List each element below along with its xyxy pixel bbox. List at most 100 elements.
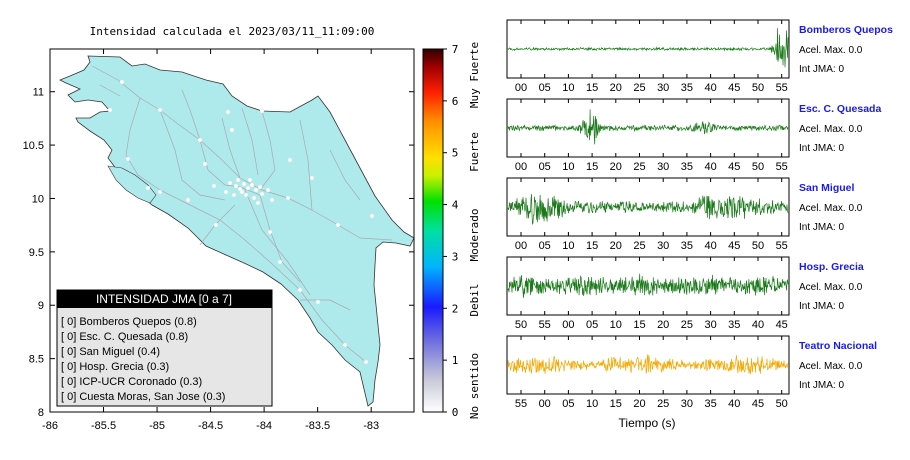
time-tick-label: 05 — [586, 319, 598, 331]
time-tick-label: 15 — [586, 161, 598, 173]
colorbar-axis: 0 1 2 3 4 5 6 7 — [443, 43, 459, 419]
time-tick-label: 50 — [515, 319, 527, 331]
time-tick-label: 20 — [610, 82, 622, 94]
station-name: San Miguel — [799, 182, 855, 194]
time-tick-label: 30 — [657, 161, 669, 173]
time-tick-label: 25 — [681, 319, 693, 331]
map-title: Intensidad calculada el 2023/03/11_11:09… — [90, 25, 375, 38]
legend-title: INTENSIDAD JMA [0 a 7] — [96, 292, 232, 306]
station-acceleration: Acel. Max. 0.0 — [799, 361, 863, 372]
time-tick-label: 45 — [776, 319, 788, 331]
legend-item: [ 0] Bomberos Quepos (0.8) — [61, 316, 197, 328]
time-tick-label: 50 — [752, 161, 764, 173]
time-tick-label: 20 — [657, 319, 669, 331]
waveform-panel: 50 55 00 05 10 15 20 25 30 35 40 45 Hosp. Grecia Acel… — [506, 256, 864, 331]
waveform-panels: 00 05 10 15 20 25 30 35 40 45 50 55 Bomberos Quepos A… — [506, 19, 893, 410]
time-tick-label: 40 — [752, 319, 764, 331]
time-tick-label: 30 — [657, 82, 669, 94]
time-tick-label: 15 — [610, 398, 622, 410]
y-tick-label: 9.5 — [29, 247, 44, 259]
time-tick-label: 40 — [704, 240, 716, 252]
x-tick-label: -83 — [363, 420, 379, 432]
time-tick-label: 45 — [728, 161, 740, 173]
waveform-trace — [507, 193, 789, 225]
station-jma: Int JMA: 0 — [799, 380, 844, 391]
intensity-legend: INTENSIDAD JMA [0 a 7] [ 0] Bomberos Que… — [56, 289, 273, 407]
time-tick-label: 05 — [539, 161, 551, 173]
station-name: Hosp. Grecia — [799, 261, 864, 273]
legend-item: [ 0] ICP-UCR Coronado (0.3) — [61, 376, 202, 388]
time-tick-label: 55 — [776, 82, 788, 94]
time-tick-label: 15 — [586, 82, 598, 94]
legend-item: [ 0] San Miguel (0.4) — [61, 346, 160, 358]
time-tick-label: 05 — [539, 240, 551, 252]
time-tick-label: 10 — [610, 319, 622, 331]
colorbar-tick-label: 0 — [452, 406, 459, 419]
x-tick-label: -84 — [256, 420, 272, 432]
time-tick-label: 40 — [728, 398, 740, 410]
station-acceleration: Acel. Max. 0.0 — [799, 203, 863, 214]
time-tick-label: 55 — [515, 398, 527, 410]
time-tick-label: 45 — [728, 240, 740, 252]
legend-item: [ 0] Hosp. Grecia (0.3) — [61, 361, 169, 373]
time-tick-label: 40 — [704, 161, 716, 173]
station-name: Bomberos Quepos — [799, 24, 893, 36]
time-tick-label: 00 — [515, 240, 527, 252]
time-tick-label: 45 — [752, 398, 764, 410]
time-tick-label: 55 — [539, 319, 551, 331]
time-tick-label: 30 — [657, 240, 669, 252]
time-tick-label: 25 — [633, 240, 645, 252]
time-tick-label: 25 — [633, 82, 645, 94]
station-jma: Int JMA: 0 — [799, 143, 844, 154]
time-tick-label: 35 — [728, 319, 740, 331]
x-tick-label: -85.5 — [91, 420, 116, 432]
roads — [91, 65, 393, 363]
colorbar-tick-label: 2 — [452, 302, 459, 315]
time-tick-label: 00 — [539, 398, 551, 410]
y-tick-label: 11 — [33, 87, 44, 99]
station-jma: Int JMA: 0 — [799, 301, 844, 312]
colorbar-tick-label: 4 — [452, 199, 459, 212]
colorbar-tick-label: 7 — [452, 43, 459, 56]
station-jma: Int JMA: 0 — [799, 222, 844, 233]
category-label: Fuerte — [468, 132, 481, 172]
time-tick-label: 55 — [776, 240, 788, 252]
colorbar-tick-label: 1 — [452, 354, 459, 367]
time-tick-label: 20 — [610, 240, 622, 252]
time-tick-label: 00 — [562, 319, 574, 331]
station-name: Esc. C. Quesada — [799, 103, 881, 115]
waveform-xlabel: Tiempo (s) — [619, 416, 676, 430]
time-tick-label: 50 — [752, 82, 764, 94]
x-tick-label: -83.5 — [305, 420, 330, 432]
y-tick-label: 10 — [32, 193, 44, 205]
time-tick-label: 45 — [728, 82, 740, 94]
time-tick-label: 35 — [681, 161, 693, 173]
y-tick-label: 9 — [38, 300, 44, 312]
colorbar-categories: No sentido Debil Moderado Fuerte Muy Fue… — [468, 42, 481, 419]
station-jma: Int JMA: 0 — [799, 64, 844, 75]
category-label: No sentido — [468, 353, 481, 419]
time-tick-label: 05 — [539, 82, 551, 94]
colorbar-tick-label: 5 — [452, 147, 459, 160]
time-tick-label: 05 — [562, 398, 574, 410]
waveform-panel: 00 05 10 15 20 25 30 35 40 45 50 55 Bomberos Quepos A… — [506, 19, 893, 94]
costa-rica-land — [59, 55, 414, 407]
time-tick-label: 30 — [704, 319, 716, 331]
time-tick-label: 20 — [633, 398, 645, 410]
time-tick-label: 50 — [776, 398, 788, 410]
waveform-panel: 55 00 05 10 15 20 25 30 35 40 45 50 Teatro Nacional A… — [506, 335, 877, 410]
time-tick-label: 00 — [515, 161, 527, 173]
waveform-trace — [507, 28, 789, 68]
time-tick-label: 25 — [633, 161, 645, 173]
waveform-panel: 00 05 10 15 20 25 30 35 40 45 50 55 San Miguel Acel. … — [506, 177, 863, 252]
colorbar-tick-label: 3 — [452, 250, 459, 263]
category-label: Muy Fuerte — [468, 42, 481, 108]
time-tick-label: 15 — [586, 240, 598, 252]
station-acceleration: Acel. Max. 0.0 — [799, 45, 863, 56]
legend-item: [ 0] Esc. C. Quesada (0.8) — [61, 331, 188, 343]
y-tick-label: 8.5 — [29, 354, 44, 366]
time-tick-label: 25 — [657, 398, 669, 410]
y-tick-label: 8 — [38, 407, 44, 419]
time-tick-label: 30 — [681, 398, 693, 410]
